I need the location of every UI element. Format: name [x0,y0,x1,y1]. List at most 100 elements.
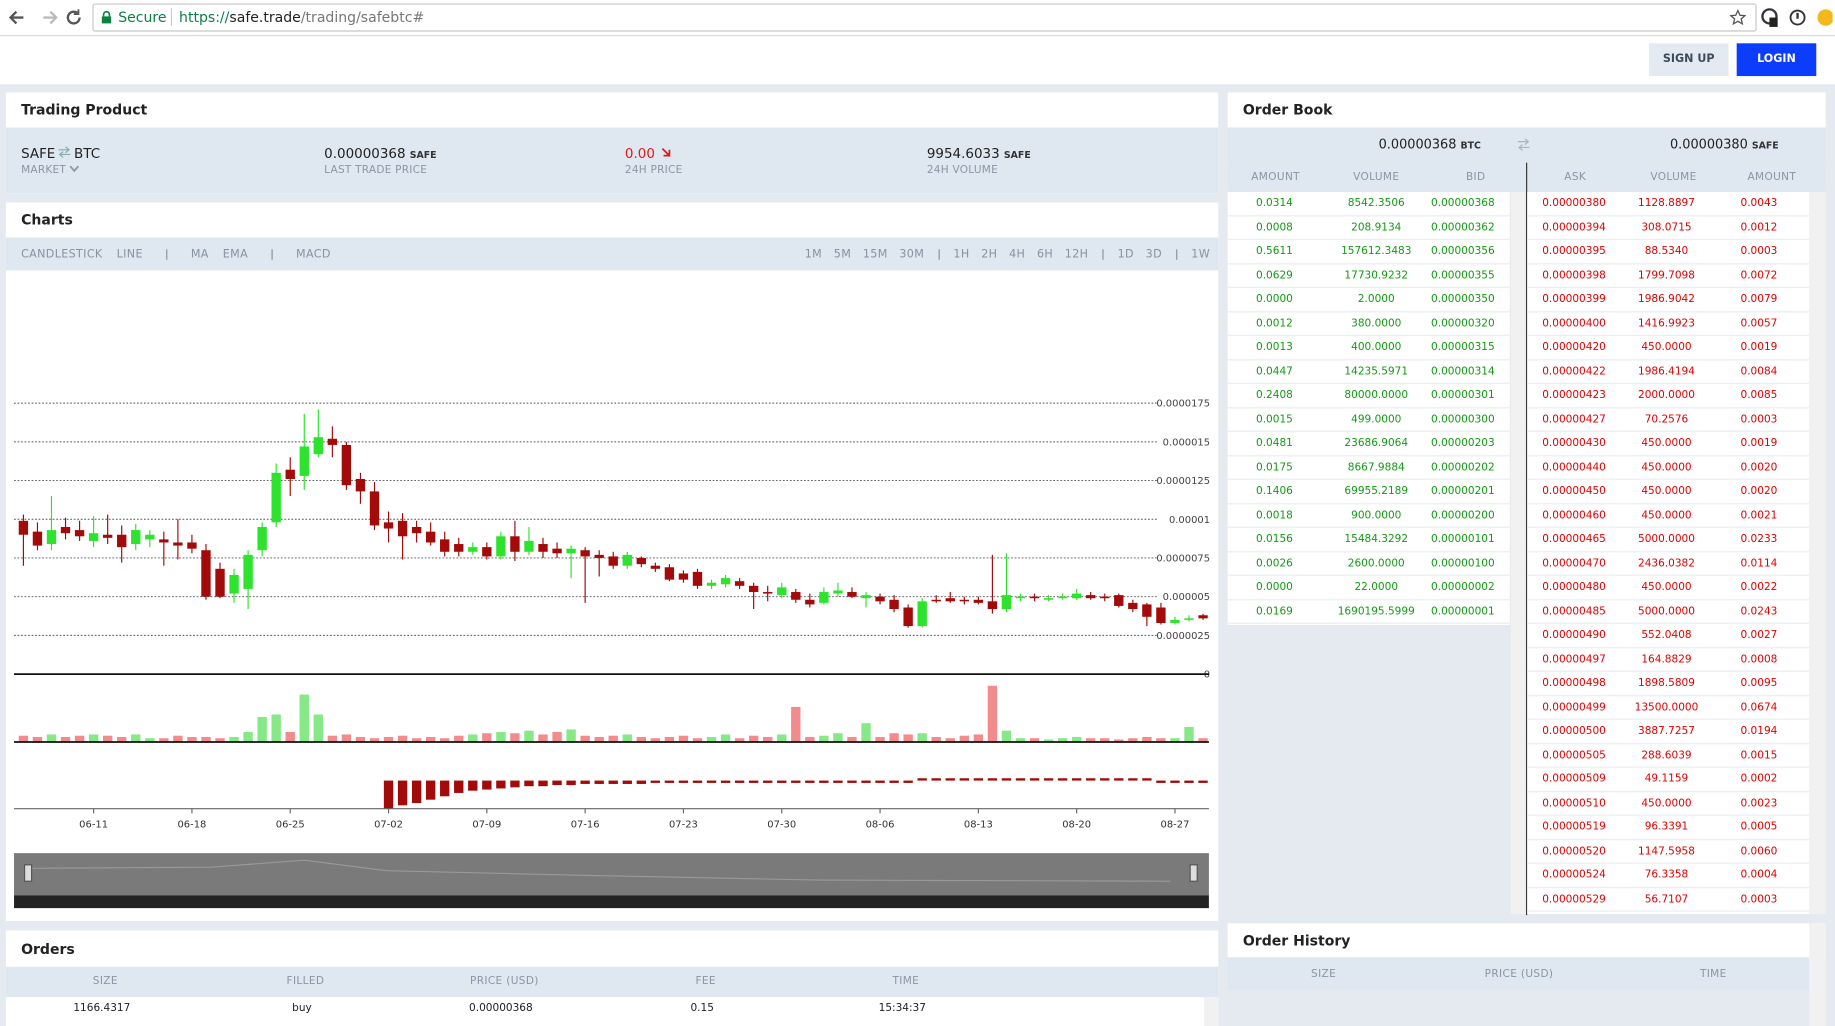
book-row[interactable]: 0.00000465 5000.0000 0.0233 [1527,528,1810,552]
macd-bar [496,780,506,789]
chart-tool[interactable]: MACD [296,247,331,261]
book-row[interactable]: 0.0000 22.0000 0.00000002 [1227,576,1510,600]
market-dropdown[interactable]: MARKET [21,165,80,177]
book-cell: 0.00000203 [1431,437,1495,450]
interval[interactable]: 1D [1117,247,1134,261]
book-row[interactable]: 0.00000524 76.3358 0.0004 [1527,864,1810,888]
book-row[interactable]: 0.00000470 2436.0382 0.0114 [1527,552,1810,576]
book-row[interactable]: 0.00000420 450.0000 0.0019 [1527,336,1810,360]
signup-button[interactable]: SIGN UP [1648,43,1729,77]
book-row[interactable]: 0.2408 80000.0000 0.00000301 [1227,384,1510,408]
book-row[interactable]: 0.00000400 1416.9923 0.0057 [1527,312,1810,336]
book-row[interactable]: 0.00000394 308.0715 0.0012 [1527,216,1810,240]
chart-tool[interactable]: LINE [116,247,143,261]
book-row[interactable]: 0.00000380 1128.8897 0.0043 [1527,192,1810,216]
book-row[interactable]: 0.00000440 450.0000 0.0020 [1527,456,1810,480]
interval[interactable]: 6H [1036,247,1054,261]
book-row[interactable]: 0.00000510 450.0000 0.0023 [1527,792,1810,816]
book-row[interactable]: 0.0026 2600.0000 0.00000100 [1227,552,1510,576]
book-row[interactable]: 0.0012 380.0000 0.00000320 [1227,312,1510,336]
x-tick-label: 07-30 [767,819,796,830]
book-row[interactable]: 0.00000430 450.0000 0.0019 [1527,432,1810,456]
book-row[interactable]: 0.0447 14235.5971 0.00000314 [1227,360,1510,384]
interval[interactable]: 1H [953,247,970,261]
interval[interactable]: 1M [804,247,823,261]
interval[interactable]: 2H [981,247,998,261]
interval[interactable]: 5M [833,247,852,261]
star-icon[interactable] [1729,9,1747,26]
interval[interactable]: 12H [1064,247,1089,261]
book-row[interactable]: 0.0156 15484.3292 0.00000101 [1227,528,1510,552]
scrollbar[interactable] [1809,191,1826,914]
book-row[interactable]: 0.00000509 49.1159 0.0002 [1527,768,1810,792]
chart-tool[interactable]: MA [190,247,209,261]
interval[interactable]: 1W [1191,247,1211,261]
book-row[interactable]: 0.5611 157612.3483 0.00000356 [1227,240,1510,264]
volume-bar [833,733,843,742]
book-cell: 5000.0000 [1638,605,1695,618]
book-row[interactable]: 0.0013 400.0000 0.00000315 [1227,336,1510,360]
best-bid-unit: BTC [1460,140,1481,151]
book-row[interactable]: 0.0175 8667.9884 0.00000202 [1227,456,1510,480]
candle-body [608,556,618,566]
book-row[interactable]: 0.0629 17730.9232 0.00000355 [1227,264,1510,288]
book-cell: 208.9134 [1351,221,1402,234]
book-row[interactable]: 0.00000423 2000.0000 0.0085 [1527,384,1810,408]
book-row[interactable]: 0.00000450 450.0000 0.0020 [1527,480,1810,504]
book-row[interactable]: 0.00000427 70.2576 0.0003 [1527,408,1810,432]
pair[interactable]: SAFE BTC [21,145,100,161]
book-row[interactable]: 0.0481 23686.9064 0.00000203 [1227,432,1510,456]
book-row[interactable]: 0.00000497 164.8829 0.0008 [1527,648,1810,672]
book-row[interactable]: 0.00000485 5000.0000 0.0243 [1527,600,1810,624]
book-row[interactable]: 0.0018 900.0000 0.00000200 [1227,504,1510,528]
interval[interactable]: 4H [1009,247,1026,261]
candle-body [1142,604,1152,617]
nav-buttons[interactable] [7,7,84,28]
book-row[interactable]: 0.00000499 13500.0000 0.0674 [1527,696,1810,720]
candle-body [243,554,253,589]
book-row[interactable]: 0.00000505 288.6039 0.0015 [1527,744,1810,768]
book-row[interactable]: 0.00000422 1986.4194 0.0084 [1527,360,1810,384]
address-bar[interactable]: Secure https://safe.trade/trading/safebt… [92,3,1757,32]
scrollbar[interactable] [1510,191,1525,914]
extension-icons[interactable] [1760,7,1833,30]
volume-bar [131,734,141,742]
book-row[interactable]: 0.00000395 88.5340 0.0003 [1527,240,1810,264]
book-row[interactable]: 0.00000519 96.3391 0.0005 [1527,816,1810,840]
book-row[interactable]: 0.0015 499.0000 0.00000300 [1227,408,1510,432]
book-row[interactable]: 0.0314 8542.3506 0.00000368 [1227,192,1510,216]
swap-icon[interactable] [1517,138,1531,152]
interval[interactable]: 30M [899,247,925,261]
book-cell: 0.00000422 [1542,365,1606,378]
book-row[interactable]: 0.00000529 56.7107 0.0003 [1527,888,1810,912]
candle-body [32,531,43,546]
book-row[interactable]: 0.0169 1690195.5999 0.00000001 [1227,600,1510,624]
book-row[interactable]: 0.00000480 450.0000 0.0022 [1527,576,1810,600]
book-row[interactable]: 0.1406 69955.2189 0.00000201 [1227,480,1510,504]
scrollbar[interactable] [1204,997,1219,1026]
book-row[interactable]: 0.00000460 450.0000 0.0021 [1527,504,1810,528]
candle-body [734,581,745,586]
book-row[interactable]: 0.00000490 552.0408 0.0027 [1527,624,1810,648]
chart-tool[interactable]: CANDLESTICK [21,247,103,261]
interval[interactable]: 3D [1145,247,1163,261]
quote: BTC [74,145,101,162]
book-row[interactable]: 0.00000399 1986.9042 0.0079 [1527,288,1810,312]
book-cell: 0.0079 [1740,293,1778,306]
book-cell: 0.00000362 [1431,221,1495,234]
book-row[interactable]: 0.00000500 3887.7257 0.0194 [1527,720,1810,744]
login-button[interactable]: LOGIN [1736,43,1817,77]
volume-bar [383,736,394,742]
book-cell: 0.0060 [1740,845,1778,858]
macd-bar [440,780,450,797]
macd-bar [482,780,492,790]
chart-tool[interactable]: EMA [222,247,249,261]
book-row[interactable]: 0.0000 2.0000 0.00000350 [1227,288,1510,312]
book-cell: 0.00000465 [1542,533,1606,546]
scrollbar[interactable] [1809,923,1826,1026]
book-row[interactable]: 0.00000498 1898.5809 0.0095 [1527,672,1810,696]
book-row[interactable]: 0.00000398 1799.7098 0.0072 [1527,264,1810,288]
book-row[interactable]: 0.00000520 1147.5958 0.0060 [1527,840,1810,864]
interval[interactable]: 15M [862,247,888,261]
book-row[interactable]: 0.0008 208.9134 0.00000362 [1227,216,1510,240]
